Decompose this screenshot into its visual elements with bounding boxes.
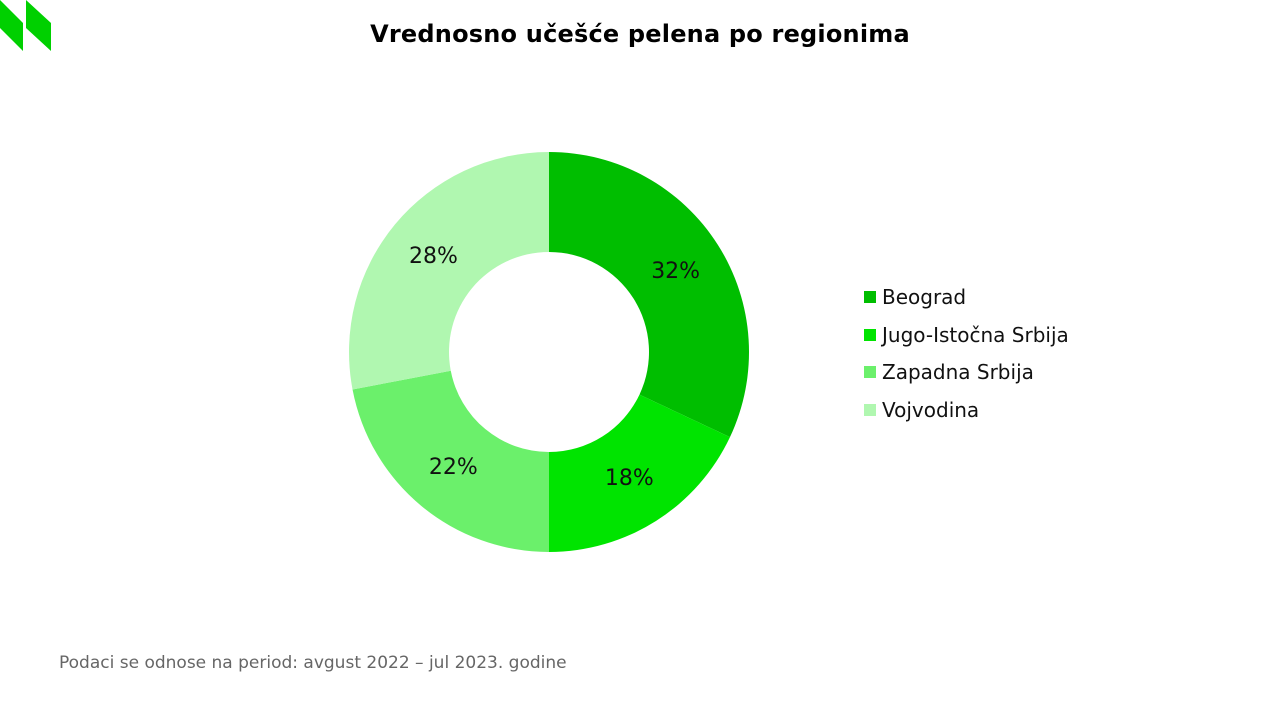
slice-label-beograd: 32% bbox=[651, 259, 700, 284]
slice-vojvodina bbox=[348, 152, 549, 390]
slice-beograd bbox=[549, 152, 749, 438]
legend-item-jugo-istocna-srbija: Jugo-Istočna Srbija bbox=[864, 316, 1069, 354]
footnote: Podaci se odnose na period: avgust 2022 … bbox=[59, 653, 567, 673]
legend-swatch bbox=[864, 366, 876, 379]
legend-label: Beograd bbox=[882, 284, 967, 309]
chart-legend: Beograd Jugo-Istočna Srbija Zapadna Srbija… bbox=[864, 278, 1069, 429]
legend-swatch bbox=[864, 290, 876, 303]
chart-title: Vrednosno učešće pelena po regionima bbox=[370, 20, 910, 48]
slice-label-zapadna-srbija: 22% bbox=[429, 455, 478, 480]
legend-label: Jugo-Istočna Srbija bbox=[882, 322, 1069, 347]
legend-item-beograd: Beograd bbox=[864, 278, 1069, 316]
legend-swatch bbox=[864, 328, 876, 341]
logo-stripe-right bbox=[26, 0, 51, 51]
legend-item-zapadna-srbija: Zapadna Srbija bbox=[864, 353, 1069, 391]
slice-label-vojvodina: 28% bbox=[409, 244, 458, 269]
legend-item-vojvodina: Vojvodina bbox=[864, 391, 1069, 429]
slice-jugo-istocna-srbija bbox=[549, 394, 730, 552]
brand-logo bbox=[0, 0, 51, 51]
chart-slices bbox=[348, 152, 749, 552]
legend-label: Vojvodina bbox=[882, 397, 980, 422]
slice-label-jugo-istocna-srbija: 18% bbox=[605, 466, 654, 491]
logo-stripe-left bbox=[0, 0, 23, 51]
legend-swatch bbox=[864, 403, 876, 416]
legend-label: Zapadna Srbija bbox=[882, 360, 1034, 385]
chart-slice-labels: 32% 18% 22% 28% bbox=[409, 244, 700, 491]
slice-zapadna-srbija bbox=[352, 370, 549, 552]
